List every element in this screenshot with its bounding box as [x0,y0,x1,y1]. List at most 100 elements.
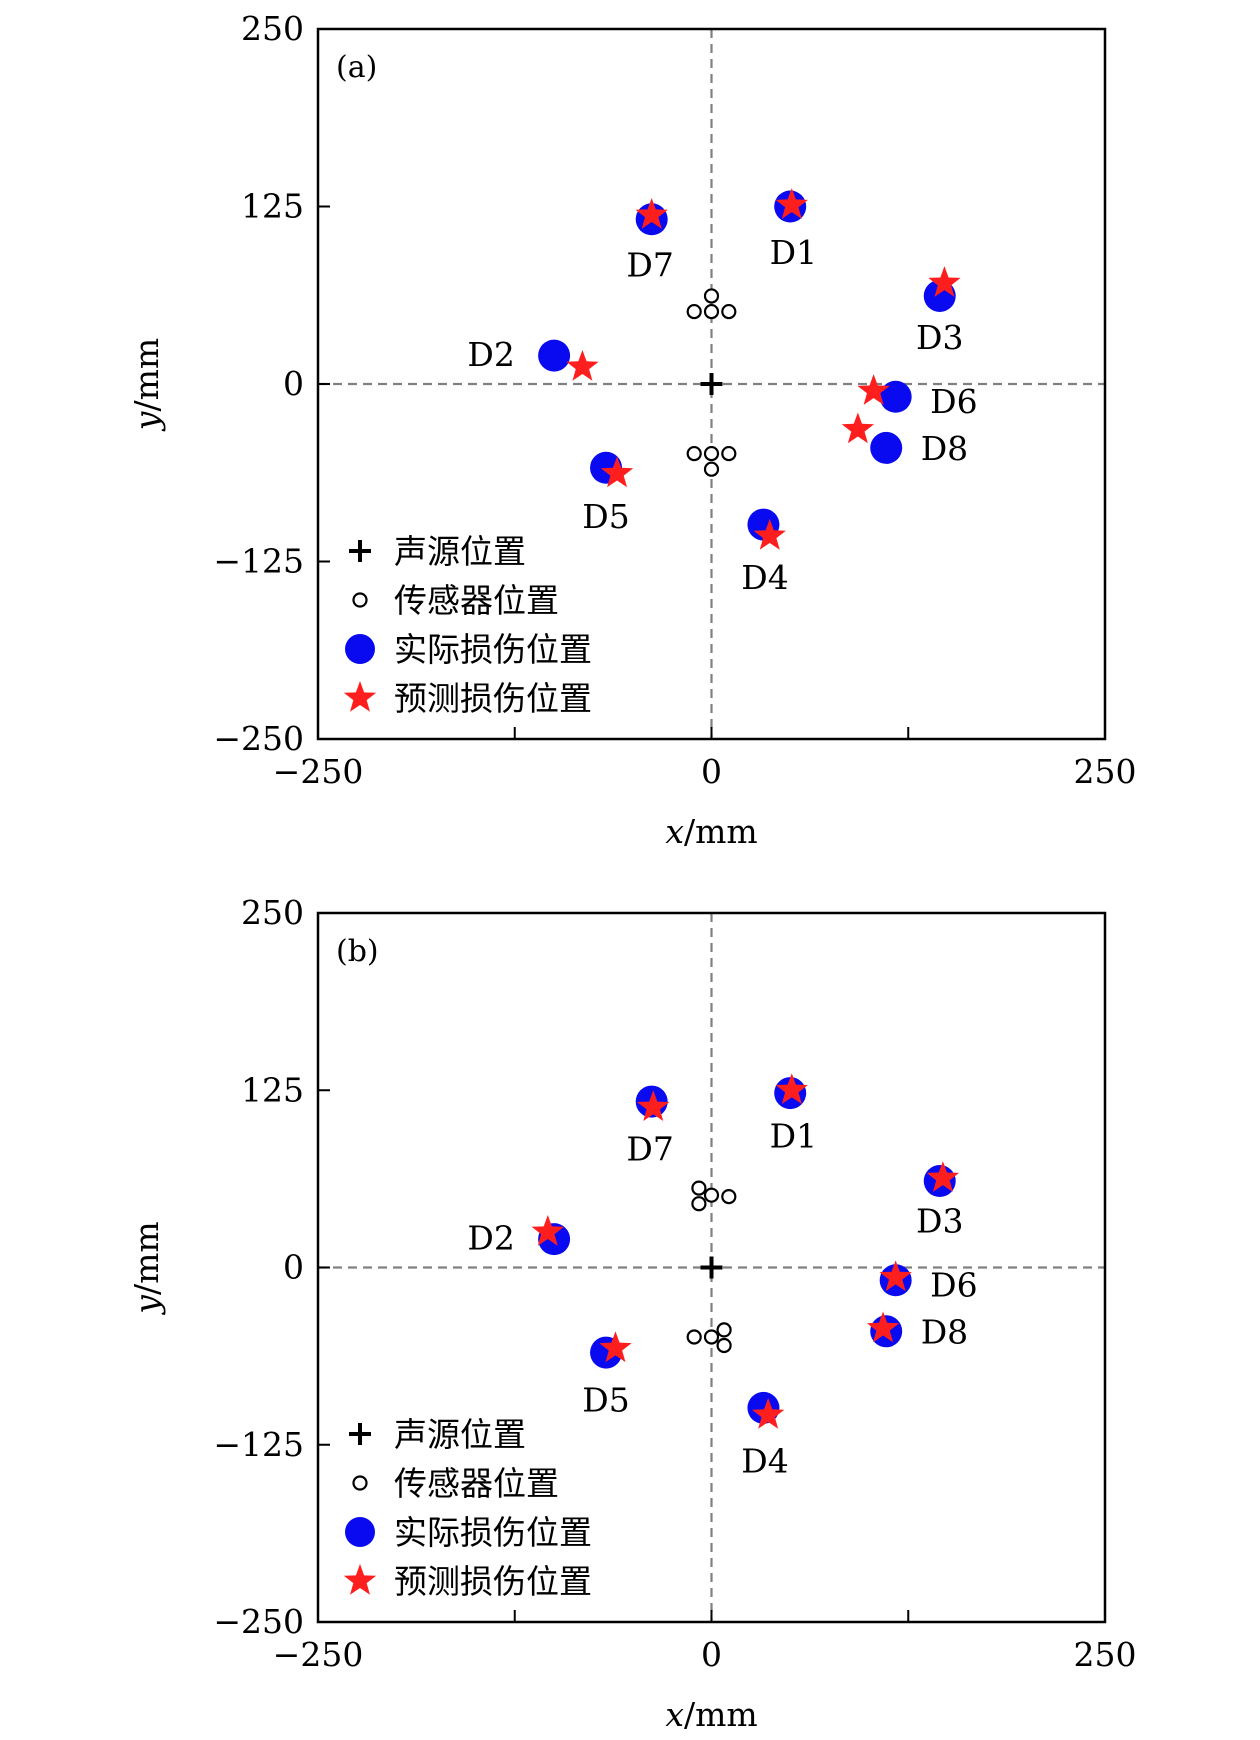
damage-label-d8: D8 [921,1312,968,1351]
x-tick-label: 0 [701,752,722,791]
sensor-marker [721,303,737,320]
sensor-marker [703,303,720,320]
y-tick-label: 125 [241,187,304,226]
sensor-marker [686,303,702,320]
sensor-marker [703,461,720,477]
y-tick-label: −250 [213,719,304,758]
legend-sensor-label: 传感器位置 [394,581,559,620]
predicted-damage-marker-d5 [599,1331,632,1363]
sensor-marker [703,1329,720,1345]
actual-damage-marker-d6 [879,380,912,413]
y-tick-label: 250 [241,9,304,48]
sensor-marker [703,445,720,462]
y-tick-label: 0 [283,1248,304,1287]
x-axis-title: x/mm [665,1695,757,1734]
x-axis-unit: /mm [684,812,758,851]
damage-label-d1: D1 [770,1117,817,1156]
legend-source-icon [349,1423,371,1445]
legend-predicted-label: 预测损伤位置 [394,679,592,718]
predicted-damage-marker-d6 [857,374,890,405]
legend-source-label: 声源位置 [394,1415,526,1454]
legend-predicted-icon [343,681,377,712]
predicted-damage-marker-d8 [866,1311,900,1343]
x-tick-label: −250 [273,752,364,791]
legend-actual-icon [345,1517,375,1547]
sensor-marker [686,1329,702,1345]
source-marker [700,373,723,395]
damage-label-d8: D8 [921,429,968,468]
x-axis-variable: x [665,1695,684,1734]
predicted-damage-marker-d2 [531,1215,564,1246]
legend-source-icon [349,540,371,562]
panel-label: (a) [336,50,377,85]
y-tick-label: 0 [283,364,304,403]
y-axis-unit: /mm [127,1221,166,1295]
sensor-marker [721,445,737,462]
sensor-marker [691,1180,707,1196]
damage-label-d2: D2 [467,1219,514,1258]
predicted-damage-marker-d8 [841,412,875,444]
sensor-marker [703,288,720,304]
damage-label-d5: D5 [582,497,629,536]
predicted-damage-marker-d5 [600,456,634,488]
predicted-damage-marker-d4 [753,518,786,550]
x-axis-variable: x [665,812,684,851]
x-axis-title: x/mm [665,812,757,851]
predicted-damage-marker-d6 [879,1260,912,1292]
damage-label-d3: D3 [916,1202,963,1241]
y-axis-variable: y [127,411,166,432]
damage-label-d4: D4 [741,558,788,597]
damage-label-d6: D6 [930,1266,977,1305]
damage-label-d7: D7 [626,1129,673,1168]
x-axis-unit: /mm [684,1695,758,1734]
legend-actual-icon [345,634,375,664]
y-tick-label: 125 [241,1070,304,1109]
legend-sensor-label: 传感器位置 [394,1464,559,1503]
y-axis-variable: y [127,1295,166,1316]
predicted-damage-marker-d7 [637,1090,670,1122]
x-tick-label: 0 [701,1635,722,1674]
y-axis-unit: /mm [127,338,166,412]
damage-label-d6: D6 [930,382,977,421]
legend-sensor-icon [352,592,368,608]
y-tick-label: −125 [213,1425,304,1464]
x-tick-label: 250 [1074,752,1137,791]
legend-predicted-label: 预测损伤位置 [394,1562,592,1601]
damage-label-d4: D4 [741,1441,788,1480]
legend-predicted-icon [343,1564,377,1595]
legend-sensor-icon [352,1475,368,1491]
y-tick-label: −125 [213,542,304,581]
legend-actual-label: 实际损伤位置 [394,1513,592,1552]
y-tick-label: −250 [213,1602,304,1641]
damage-label-d5: D5 [582,1380,629,1419]
y-axis-title: y/mm [127,338,166,432]
damage-label-d1: D1 [770,233,817,272]
predicted-damage-marker-d4 [752,1397,785,1429]
sensor-marker [686,445,702,462]
actual-damage-marker-d8 [870,431,903,464]
y-axis-title: y/mm [127,1221,166,1315]
predicted-damage-marker-d1 [775,1073,808,1104]
sensor-marker [691,1196,707,1212]
predicted-damage-marker-d7 [635,198,668,229]
sensor-marker [721,1188,737,1205]
predicted-damage-marker-d3 [926,1161,960,1192]
damage-label-d7: D7 [626,246,673,285]
y-tick-label: 250 [241,893,304,932]
panel-label: (b) [336,934,379,969]
predicted-damage-marker-d3 [928,266,961,297]
damage-label-d2: D2 [467,335,514,374]
predicted-damage-marker-d1 [775,188,808,219]
x-tick-label: 250 [1074,1635,1137,1674]
predicted-damage-marker-d2 [566,349,599,381]
sensor-marker [716,1337,732,1354]
x-tick-label: −250 [273,1635,364,1674]
legend-actual-label: 实际损伤位置 [394,630,592,669]
actual-damage-marker-d2 [538,339,571,372]
legend-source-label: 声源位置 [394,532,526,571]
